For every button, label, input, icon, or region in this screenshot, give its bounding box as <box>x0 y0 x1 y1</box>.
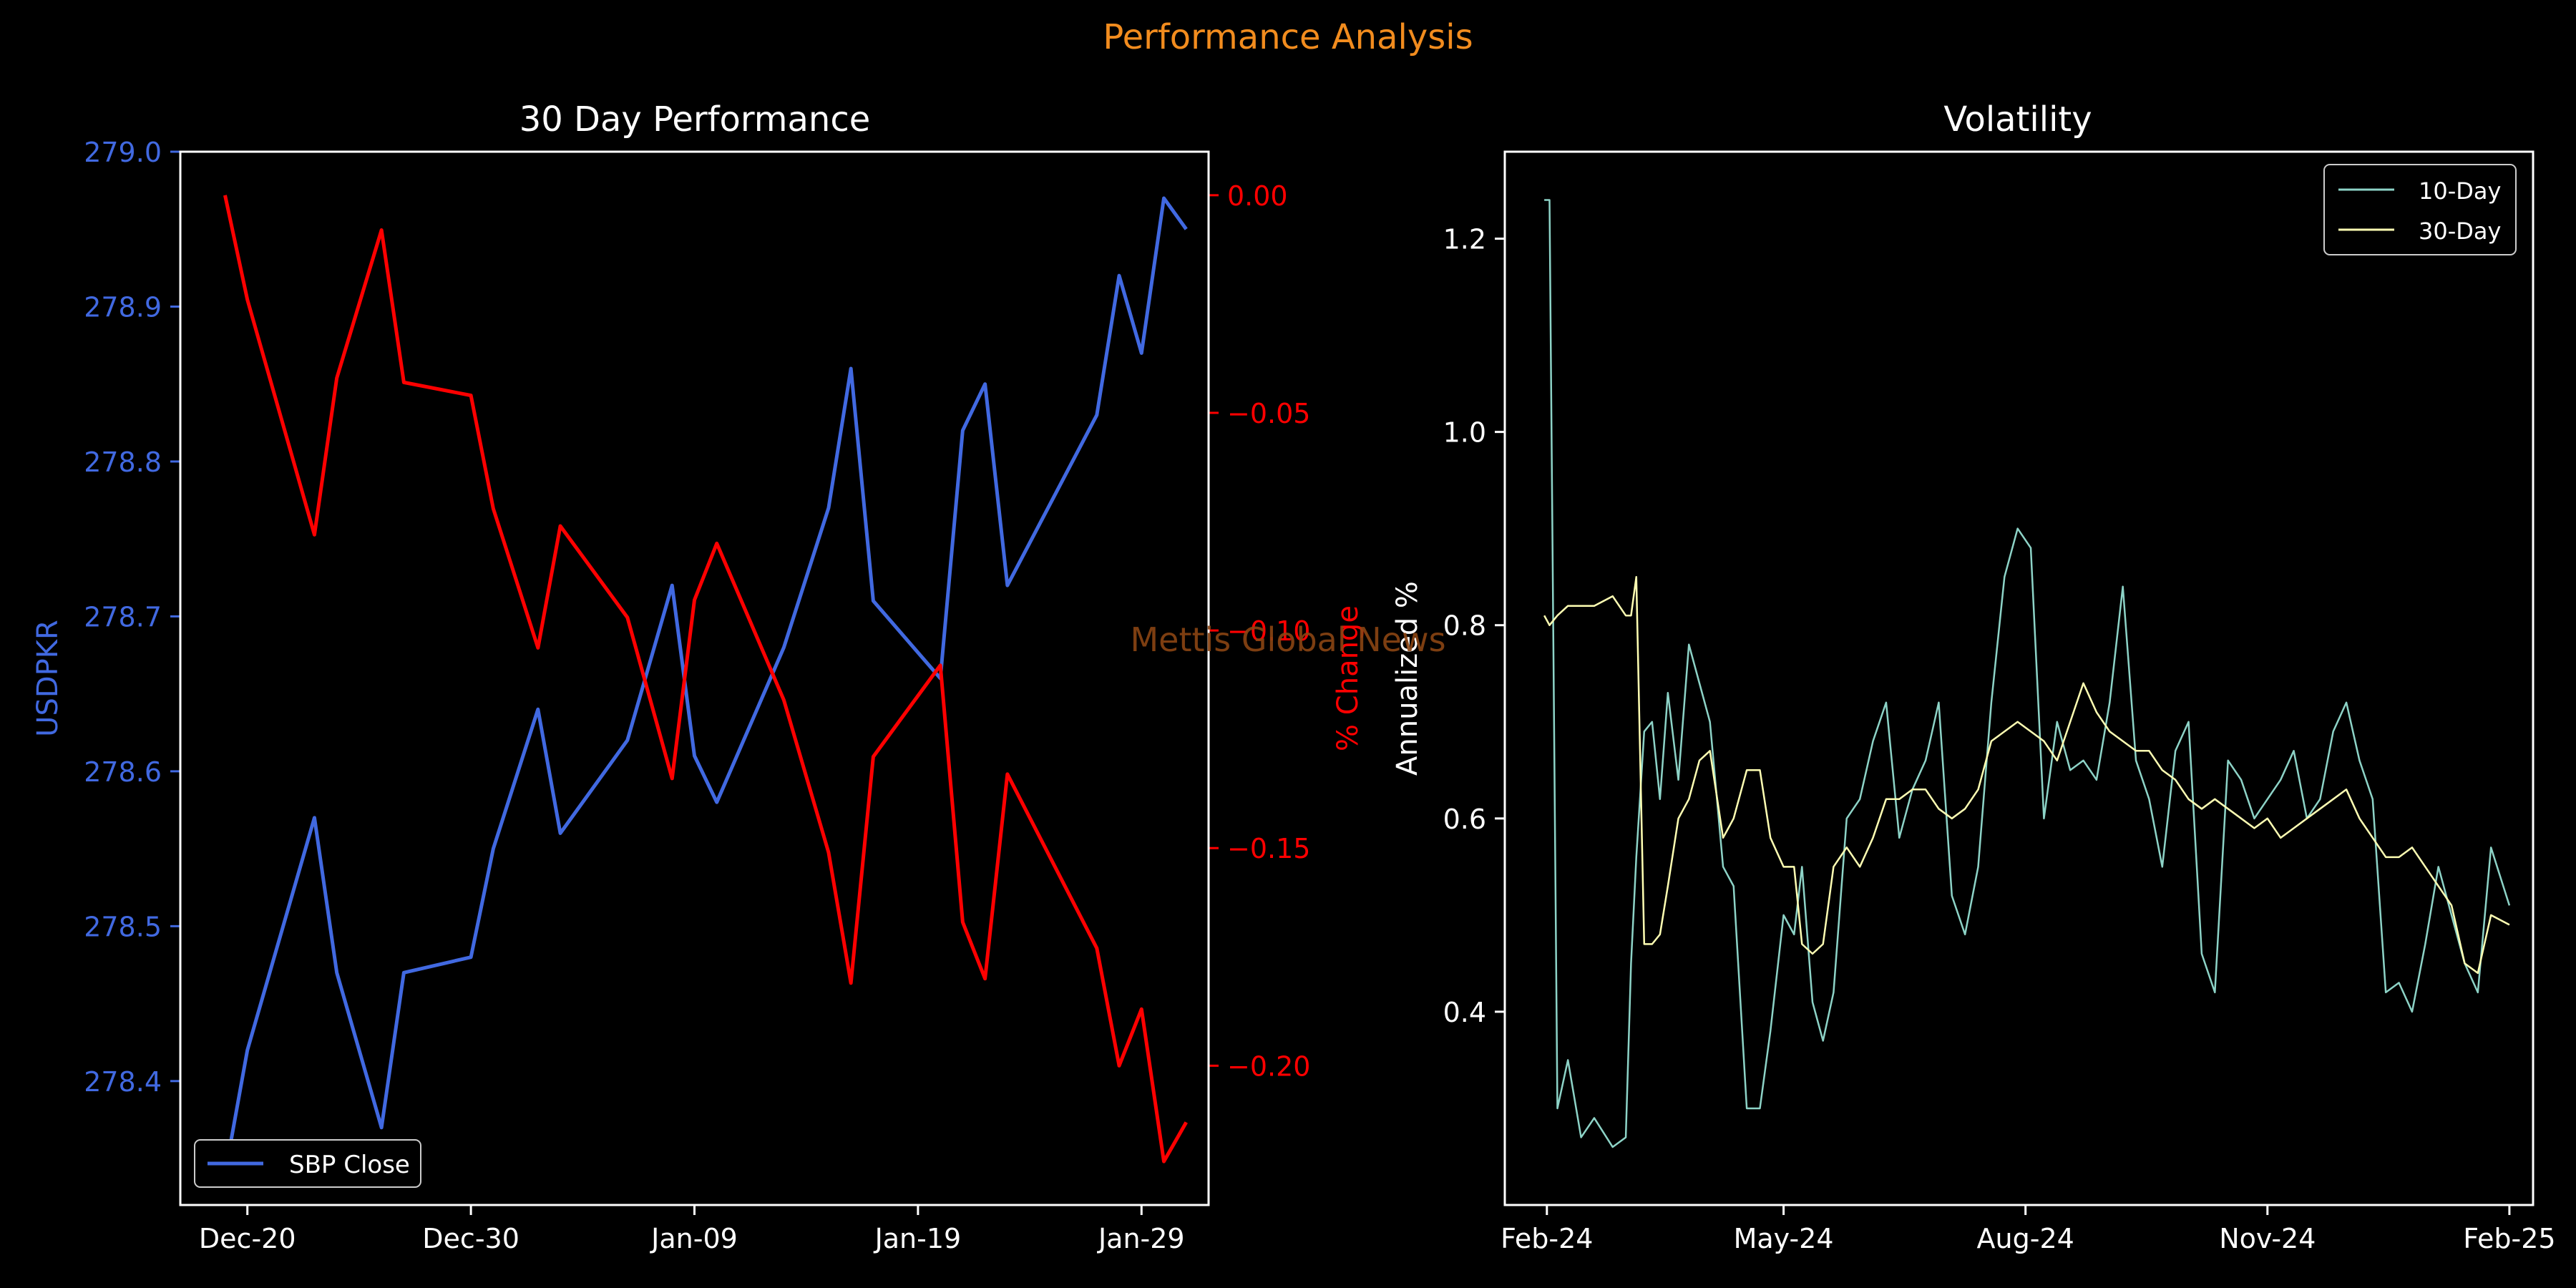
volatility-legend-box <box>2323 164 2517 255</box>
volatility-y-tick-label: 0.6 <box>1443 804 1486 835</box>
volatility-frame <box>1503 150 2534 1206</box>
volatility-ylabel: Annualized % <box>1391 581 1424 776</box>
volatility-legend-label-30day: 30-Day <box>2419 218 2501 245</box>
performance-y-tick-label: 278.7 <box>84 601 162 633</box>
watermark: Mettis Global News <box>1130 620 1445 659</box>
performance-x-tick-label: Jan-19 <box>874 1223 962 1254</box>
volatility-x-tick-label: Feb-25 <box>2463 1223 2555 1254</box>
volatility-y-tick-label: 1.0 <box>1443 417 1486 449</box>
performance-y-tick-label: 278.6 <box>84 756 162 788</box>
volatility-x-tick-label: Nov-24 <box>2219 1223 2316 1254</box>
performance-y2-tick-label: −0.15 <box>1227 833 1310 864</box>
performance-y-tick-label: 278.9 <box>84 291 162 323</box>
performance-x-tick-label: Jan-29 <box>1097 1223 1185 1254</box>
volatility-x-tick-label: Feb-24 <box>1501 1223 1593 1254</box>
performance-y-tick-label: 278.5 <box>84 911 162 942</box>
sbp-close-line <box>223 196 1188 1175</box>
performance-title: 30 Day Performance <box>519 99 871 140</box>
performance-ylabel: USDPKR <box>31 620 64 737</box>
performance-lines <box>223 195 1188 1175</box>
performance-frame <box>179 150 1210 1206</box>
performance-y2-tick-label: −0.10 <box>1227 615 1310 647</box>
volatility-legend: 10-Day 30-Day <box>2323 164 2517 255</box>
vol-10day-line <box>1544 199 2511 1148</box>
volatility-x-tick-label: Aug-24 <box>1977 1223 2074 1254</box>
volatility-panel: Volatility Annualized % Feb-24 May-24 Aug-… <box>1391 99 2556 1254</box>
volatility-legend-label-10day: 10-Day <box>2419 177 2501 205</box>
performance-y-tick-label: 279.0 <box>84 137 162 168</box>
performance-panel: 30 Day Performance USDPKR % Change Dec-2… <box>31 99 1365 1254</box>
volatility-title: Volatility <box>1943 99 2092 140</box>
performance-y2label: % Change <box>1332 605 1365 751</box>
performance-x-tick-label: Jan-09 <box>650 1223 738 1254</box>
volatility-lines <box>1543 199 2511 1148</box>
pct-change-line <box>223 195 1188 1163</box>
performance-y2-tick-label: −0.20 <box>1227 1050 1310 1082</box>
performance-legend-box <box>194 1139 421 1188</box>
volatility-y-tick-label: 0.4 <box>1443 997 1486 1028</box>
performance-y-tick-label: 278.8 <box>84 447 162 478</box>
performance-y-tick-label: 278.4 <box>84 1066 162 1098</box>
figure-suptitle: Performance Analysis <box>1103 17 1473 57</box>
volatility-y-tick-label: 0.8 <box>1443 610 1486 642</box>
vol-30day-line <box>1543 575 2510 975</box>
performance-y2-tick-label: −0.05 <box>1227 398 1310 429</box>
performance-legend: SBP Close <box>194 1139 421 1188</box>
performance-y2-tick-label: 0.00 <box>1227 180 1288 212</box>
volatility-y-tick-label: 1.2 <box>1443 224 1486 255</box>
performance-legend-label: SBP Close <box>289 1151 410 1179</box>
volatility-axes: Feb-24 May-24 Aug-24 Nov-24 Feb-25 0.4 0.6 0.8 1… <box>1443 224 2556 1254</box>
performance-x-tick-label: Dec-30 <box>422 1223 519 1254</box>
performance-x-tick-label: Dec-20 <box>199 1223 296 1254</box>
performance-axes: Dec-20 Dec-30 Jan-09 Jan-19 Jan-29 278.4 278.5… <box>84 137 1310 1254</box>
volatility-x-tick-label: May-24 <box>1734 1223 1834 1254</box>
